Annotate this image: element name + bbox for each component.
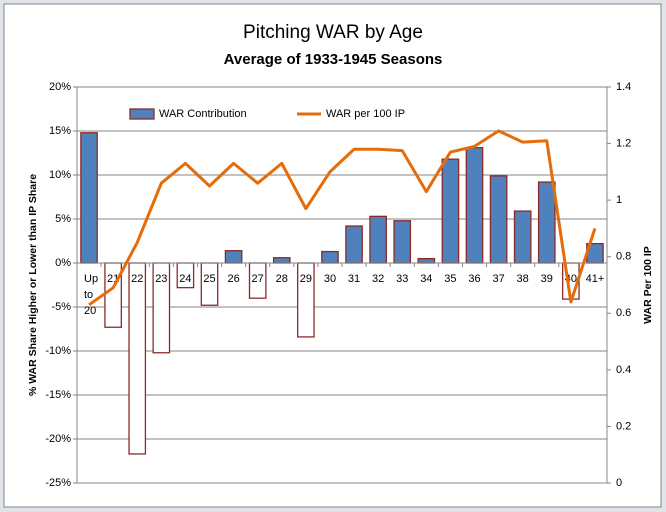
y-tick-label: -10% xyxy=(45,345,71,357)
x-tick-label: 31 xyxy=(348,273,360,285)
x-tick-label: 32 xyxy=(372,273,384,285)
x-tick-label: 38 xyxy=(517,273,529,285)
y-tick-label: 20% xyxy=(49,81,71,93)
x-tick-label: 23 xyxy=(155,273,167,285)
y2-tick-label: 1 xyxy=(616,194,622,206)
y-tick-label: 15% xyxy=(49,125,71,137)
x-tick-label: 28 xyxy=(276,273,288,285)
x-tick-label: 22 xyxy=(131,273,143,285)
x-tick-label: 25 xyxy=(203,273,215,285)
bar xyxy=(441,158,460,264)
x-tick-label: 34 xyxy=(420,273,432,285)
x-tick-label: 39 xyxy=(541,273,553,285)
legend-label: WAR Contribution xyxy=(159,108,247,120)
x-tick-label: 27 xyxy=(252,273,264,285)
bar xyxy=(272,257,291,264)
y-tick-label: -5% xyxy=(51,301,71,313)
y-tick-label: -25% xyxy=(45,477,71,489)
bar xyxy=(417,257,436,264)
bar xyxy=(393,220,412,264)
x-tick-label: Up to 20 xyxy=(84,273,101,317)
bar xyxy=(80,132,98,264)
x-tick-label: 29 xyxy=(300,273,312,285)
bar xyxy=(489,175,508,264)
y2-tick-label: 0.2 xyxy=(616,420,631,432)
legend-label: WAR per 100 IP xyxy=(326,108,405,120)
x-tick-label: 30 xyxy=(324,273,336,285)
chart-subtitle: Average of 1933-1945 Seasons xyxy=(224,51,443,68)
y2-tick-label: 0.6 xyxy=(616,307,631,319)
y-tick-label: -15% xyxy=(45,389,71,401)
bar xyxy=(465,147,484,264)
x-tick-label: 35 xyxy=(444,273,456,285)
bar xyxy=(537,181,556,264)
y-tick-label: 10% xyxy=(49,169,71,181)
x-tick-label: 41+ xyxy=(586,273,605,285)
x-tick-label: 33 xyxy=(396,273,408,285)
bar xyxy=(128,262,147,455)
y-tick-label: 0% xyxy=(55,257,71,269)
y2-tick-label: 1.2 xyxy=(616,137,631,149)
bar xyxy=(513,210,532,264)
y-axis-title: % WAR Share Higher or Lower than IP Shar… xyxy=(27,174,39,396)
y2-axis-title: WAR Per 100 IP xyxy=(642,246,654,324)
y2-tick-label: 0 xyxy=(616,477,622,489)
x-tick-label: 26 xyxy=(227,273,239,285)
x-tick-label: 37 xyxy=(492,273,504,285)
bar xyxy=(369,215,387,264)
y2-tick-label: 1.4 xyxy=(616,81,631,93)
y2-tick-label: 0.8 xyxy=(616,251,631,263)
bar xyxy=(224,250,243,264)
y2-tick-label: 0.4 xyxy=(616,364,631,376)
bar xyxy=(321,250,339,264)
chart-title: Pitching WAR by Age xyxy=(243,22,423,43)
bar xyxy=(345,225,363,264)
x-tick-label: 36 xyxy=(468,273,480,285)
legend-swatch xyxy=(129,108,155,120)
y-tick-label: -20% xyxy=(45,433,71,445)
line xyxy=(88,129,597,307)
y-tick-label: 5% xyxy=(55,213,71,225)
x-tick-label: 24 xyxy=(179,273,191,285)
